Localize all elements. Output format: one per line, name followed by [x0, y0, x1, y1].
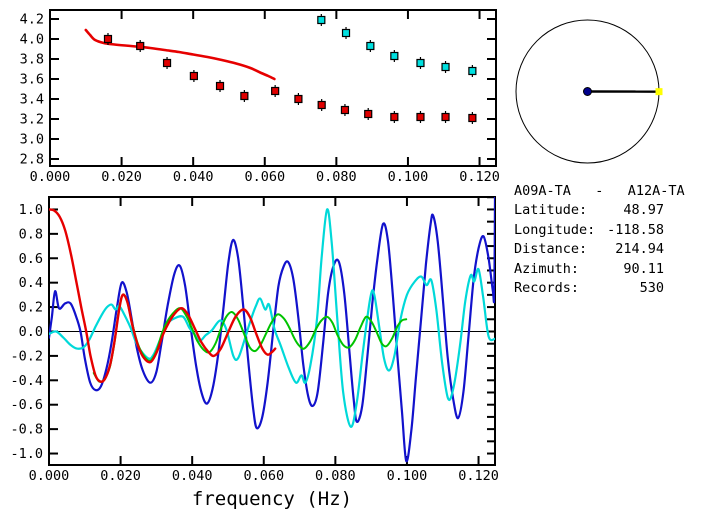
group-velocity-points-marker — [103, 34, 113, 44]
svg-text:0.080: 0.080 — [316, 169, 357, 185]
distance-label: Distance: — [514, 241, 588, 258]
group-velocity-points-marker — [364, 109, 373, 119]
svg-text:3.0: 3.0 — [20, 132, 44, 148]
records-value: 530 — [639, 280, 664, 297]
svg-text:0.020: 0.020 — [100, 468, 141, 484]
svg-text:0.120: 0.120 — [459, 169, 500, 185]
svg-text:3.2: 3.2 — [20, 112, 44, 128]
group-velocity-points-marker — [189, 71, 198, 81]
velocity-dispersion-panel-frame — [49, 9, 497, 167]
svg-text:4.2: 4.2 — [20, 12, 44, 28]
latitude-value: 48.97 — [623, 202, 664, 219]
group-velocity-points-marker — [416, 112, 425, 122]
svg-text:0.2: 0.2 — [19, 300, 43, 316]
svg-text:0.060: 0.060 — [243, 468, 284, 484]
distance-value: 214.94 — [615, 241, 664, 258]
group-velocity-points-marker — [441, 112, 450, 122]
group-velocity-points — [103, 33, 477, 124]
target-station-marker — [655, 88, 663, 96]
svg-text:0.040: 0.040 — [172, 468, 213, 484]
group-velocity-points-marker — [162, 58, 172, 68]
latitude-label: Latitude: — [514, 202, 588, 219]
phase-velocity-points-marker — [341, 28, 351, 38]
svg-text:4.0: 4.0 — [20, 32, 44, 48]
svg-text:0.080: 0.080 — [315, 468, 356, 484]
group-velocity-points-marker — [340, 105, 350, 115]
svg-text:0.4: 0.4 — [19, 275, 43, 291]
svg-text:1.0: 1.0 — [19, 202, 43, 218]
group-velocity-points-marker — [294, 94, 303, 104]
phase-velocity-points — [317, 14, 477, 77]
red-trace — [49, 208, 277, 383]
phase-velocity-points-marker — [416, 58, 425, 68]
info-line-longitude: Longitude: -118.58 — [514, 221, 664, 240]
x-axis-label: frequency (Hz) — [192, 488, 352, 510]
blue-trace — [49, 197, 495, 463]
correlation-spectrum-panel: 0.000 0.020 0.040 0.060 0.080 0.100 0.120 -1.0 -… — [10, 196, 499, 510]
model-dispersion-curve — [84, 28, 276, 81]
svg-text:0.040: 0.040 — [173, 169, 214, 185]
group-velocity-points-marker — [136, 41, 145, 51]
group-velocity-points-marker — [317, 100, 326, 110]
info-line-distance: Distance: 214.94 — [514, 240, 664, 259]
svg-text:0.120: 0.120 — [458, 468, 499, 484]
cyan-trace — [49, 208, 495, 428]
svg-text:-0.8: -0.8 — [10, 422, 43, 438]
svg-text:0.020: 0.020 — [101, 169, 142, 185]
azimuth-diagram — [515, 19, 663, 164]
svg-text:0.000: 0.000 — [29, 468, 70, 484]
svg-text:0.100: 0.100 — [387, 468, 428, 484]
phase-velocity-points-marker — [468, 66, 477, 76]
source-station-dot — [583, 87, 592, 96]
info-line-azimuth: Azimuth: 90.11 — [514, 260, 664, 279]
azimuth-label: Azimuth: — [514, 260, 580, 277]
phase-velocity-points-marker — [317, 15, 326, 25]
svg-text:3.4: 3.4 — [20, 92, 44, 108]
svg-text:-1.0: -1.0 — [10, 446, 43, 462]
longitude-value: -118.58 — [607, 221, 664, 238]
svg-text:0.8: 0.8 — [19, 226, 43, 242]
group-velocity-points-marker — [390, 112, 399, 122]
phase-velocity-points-marker — [366, 41, 375, 51]
station-pair-title: A09A-TA - A12A-TA — [514, 183, 685, 199]
svg-text:0.100: 0.100 — [388, 169, 429, 185]
svg-text:0.000: 0.000 — [30, 169, 71, 185]
svg-text:3.8: 3.8 — [20, 52, 44, 68]
svg-text:-0.6: -0.6 — [10, 397, 43, 413]
group-velocity-points-marker — [240, 91, 249, 101]
svg-text:0.060: 0.060 — [244, 169, 285, 185]
azimuth-value: 90.11 — [623, 260, 664, 277]
group-velocity-points-marker — [215, 81, 225, 91]
station-pair-info: A09A-TA - A12A-TA Latitude: 48.97 Longit… — [514, 182, 690, 298]
svg-text:0.6: 0.6 — [19, 251, 43, 267]
records-label: Records: — [514, 280, 580, 297]
svg-text:-0.4: -0.4 — [10, 373, 43, 389]
group-velocity-points-marker — [271, 86, 280, 96]
svg-text:-0.2: -0.2 — [10, 348, 43, 364]
velocity-dispersion-panel: 0.000 0.020 0.040 0.060 0.080 0.100 0.120 2.8 3.… — [20, 9, 500, 185]
svg-text:2.8: 2.8 — [20, 152, 44, 168]
info-line-latitude: Latitude: 48.97 — [514, 201, 664, 220]
svg-text:0.0: 0.0 — [19, 324, 43, 340]
longitude-label: Longitude: — [514, 221, 596, 238]
group-velocity-points-marker — [468, 113, 477, 123]
phase-velocity-points-marker — [441, 62, 450, 72]
info-line-records: Records: 530 — [514, 279, 664, 298]
phase-velocity-points-marker — [390, 51, 399, 61]
svg-text:3.6: 3.6 — [20, 72, 44, 88]
